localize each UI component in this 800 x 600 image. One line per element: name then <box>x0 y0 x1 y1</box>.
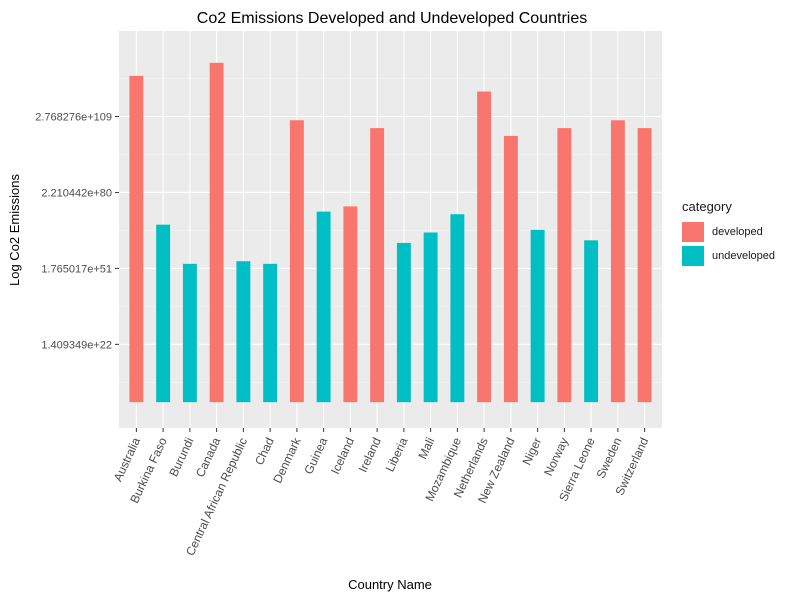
bar-ireland <box>370 128 385 403</box>
x-tick-label: Chad <box>252 435 277 467</box>
y-tick-label: 1.409349e+22 <box>41 339 112 351</box>
x-tick-label: Liberia <box>383 435 411 474</box>
legend-swatch-developed <box>682 222 704 242</box>
bar-guinea <box>316 211 331 403</box>
y-tick-label: 1.765017e+51 <box>41 263 112 275</box>
legend-item-developed: developed <box>682 220 792 244</box>
x-tick-label: Ireland <box>356 435 384 474</box>
x-tick-label: Norway <box>541 435 571 478</box>
bar-iceland <box>343 206 358 403</box>
bar-denmark <box>289 120 304 403</box>
bar-sweden <box>610 120 625 403</box>
legend-title: category <box>682 199 732 214</box>
legend: category developed undeveloped <box>682 199 792 268</box>
bar-netherlands <box>477 91 492 403</box>
x-tick-label: Canada <box>193 435 224 479</box>
y-tick-label: 2.210442e+80 <box>41 187 112 199</box>
x-tick-label: Burundi <box>166 435 196 478</box>
bar-norway <box>557 128 572 403</box>
legend-label-developed: developed <box>712 226 763 238</box>
bar-new-zealand <box>503 135 518 403</box>
bar-burundi <box>182 263 197 403</box>
x-tick-label: Niger <box>520 435 545 467</box>
x-tick-label: Mali <box>415 435 437 461</box>
legend-label-undeveloped: undeveloped <box>712 250 776 262</box>
bars <box>129 62 652 403</box>
y-axis: 1.409349e+22 1.765017e+51 2.210442e+80 2.76… <box>35 112 119 351</box>
x-tick-label: Guinea <box>301 435 330 476</box>
bar-canada <box>209 62 224 403</box>
plot-panel <box>119 31 662 428</box>
bar-australia <box>129 75 144 403</box>
x-axis-title: Country Name <box>348 577 432 592</box>
y-tick-label: 2.768276e+109 <box>35 112 112 124</box>
chart-title: Co2 Emissions Developed and Undeveloped … <box>197 10 587 27</box>
bar-liberia <box>396 242 411 403</box>
bar-switzerland <box>637 128 652 403</box>
legend-swatch-undeveloped <box>682 246 704 266</box>
legend-item-undeveloped: undeveloped <box>682 244 792 268</box>
bar-central-african-republic <box>236 261 251 403</box>
bar-mali <box>423 232 438 403</box>
bar-sierra-leone <box>584 240 599 403</box>
bar-chad <box>263 263 278 403</box>
x-tick-label: Iceland <box>328 435 357 476</box>
y-axis-title: Log Co2 Emissions <box>7 174 22 286</box>
bar-burkina-faso <box>156 224 171 403</box>
bar-mozambique <box>450 214 465 403</box>
bar-niger <box>530 229 545 403</box>
